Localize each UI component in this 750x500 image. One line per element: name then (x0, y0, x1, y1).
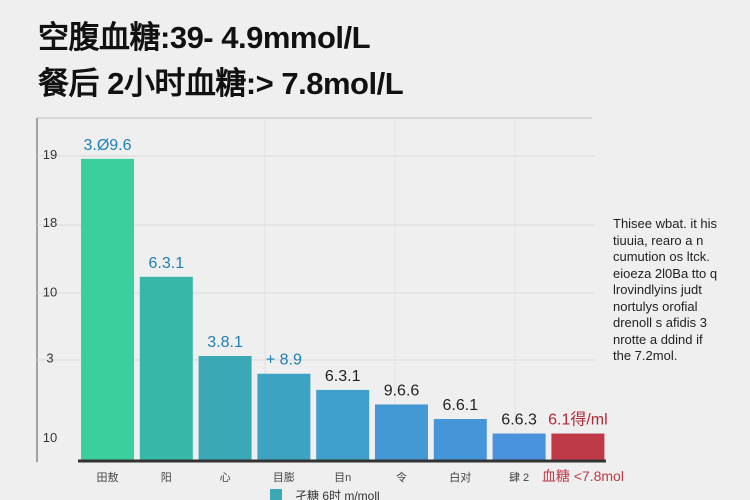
data-label: 6.6.3 (501, 412, 537, 429)
side-note-line: eioeza 2l0Ba tto q (613, 265, 718, 281)
legend-label: 孑糖 6时 m/moll (295, 488, 380, 500)
title-postprandial: 餐后 2小时血糖:> 7.8mol/L (38, 66, 404, 101)
data-label: 3.8.1 (207, 334, 243, 351)
data-label: 6.1得/ml (548, 411, 608, 429)
side-note-line: the 7.2mol. (613, 348, 678, 363)
side-note-line: cumution os ltck. (613, 249, 710, 264)
bar (551, 433, 605, 461)
side-note-line: drenoll s afidis 3 (613, 315, 707, 330)
data-label: 6.3.1 (149, 255, 185, 272)
title-fasting: 空腹血糖:39- 4.9mmol/L (38, 20, 371, 55)
data-label: 6.3.1 (325, 368, 361, 385)
legend-swatch (270, 489, 282, 500)
side-note-line: Thisee wbat. it his (613, 216, 718, 231)
category-label: 阳 (161, 471, 172, 484)
y-tick-label: 10 (43, 430, 57, 445)
y-tick-label: 19 (43, 147, 57, 162)
data-label: 6.6.1 (443, 397, 479, 414)
bar (198, 355, 252, 461)
bar (492, 433, 546, 461)
side-note-line: nrotte a ddind if (613, 331, 703, 347)
y-tick-label: 10 (43, 284, 57, 299)
data-label: 9.6.6 (384, 382, 420, 399)
bar (139, 276, 193, 461)
y-tick-label: 3 (46, 351, 53, 366)
side-note-line: tiuuia, rearo a n (613, 232, 704, 248)
bar (375, 404, 428, 461)
y-tick-label: 18 (43, 215, 57, 230)
category-label: 目膨 (273, 470, 295, 484)
bar (257, 373, 311, 461)
data-label: 3.Ø9.6 (83, 137, 131, 154)
side-note-line: lrovindlyins judt (613, 282, 702, 297)
category-label: 目n (334, 472, 351, 484)
category-label: 心 (220, 471, 231, 484)
category-label: 令 (396, 470, 407, 484)
category-label: 血糖 <7.8mol (542, 468, 624, 484)
bar (433, 418, 487, 461)
side-note-line: nortulys orofial (613, 298, 698, 314)
bar (81, 158, 134, 462)
category-label: 肆 2 (509, 471, 529, 484)
category-label: 白对 (449, 470, 471, 484)
category-label: 田敖 (97, 471, 119, 484)
side-note: Thisee wbat. it his tiuuia, rearo a n cumu… (613, 216, 750, 365)
data-label: + 8.9 (266, 352, 302, 369)
bar (316, 389, 370, 461)
